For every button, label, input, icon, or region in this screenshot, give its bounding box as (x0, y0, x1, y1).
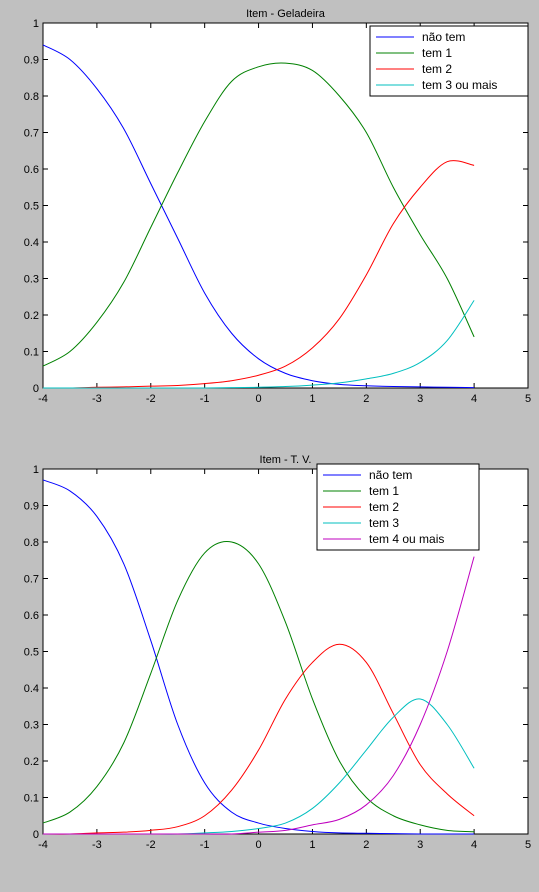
y-tick-label: 0.1 (24, 347, 39, 359)
series-line (42, 44, 475, 389)
x-tick-label: -1 (200, 393, 210, 405)
x-tick-label: 5 (525, 839, 531, 851)
series-line (42, 556, 475, 835)
x-tick-label: 2 (363, 839, 369, 851)
x-tick-label: 5 (525, 393, 531, 405)
legend-label: tem 2 (422, 62, 452, 76)
series-line (42, 62, 475, 367)
x-tick-label: 3 (417, 839, 423, 851)
chart-panel-geladeira: Item - Geladeira 0 0.1 0.2 0.3 0.4 0.5 0.6 0.7 0.… (0, 0, 539, 446)
x-tick-label: 1 (309, 393, 315, 405)
x-tick-label: 0 (255, 839, 261, 851)
y-tick-label: 0.5 (24, 201, 39, 213)
y-tick-label: 0.7 (24, 574, 39, 586)
x-tick-label: -3 (92, 393, 102, 405)
series-line (42, 160, 475, 389)
y-tick-label: 0 (33, 383, 39, 395)
legend-label: não tem (422, 30, 465, 44)
x-tick-label: -4 (38, 839, 48, 851)
legend-label: tem 2 (369, 500, 399, 514)
chart-panel-tv: Item - T. V. 0 0.1 0.2 0.3 0.4 0.5 0.6 0.7 0.8 0.9… (0, 446, 539, 892)
legend-label: tem 3 ou mais (422, 78, 497, 92)
legend-box (369, 25, 529, 97)
series-line (42, 541, 475, 833)
chart-tv: Item - T. V. 0 0.1 0.2 0.3 0.4 0.5 0.6 0.7 0.8 0.9… (24, 454, 531, 851)
y-tick-label: 0.8 (24, 537, 39, 549)
y-tick-label: 0.2 (24, 756, 39, 768)
legend-label: tem 3 (369, 516, 399, 530)
y-tick-label: 0.1 (24, 793, 39, 805)
x-tick-label: -1 (200, 839, 210, 851)
y-tick-label: 0.3 (24, 720, 39, 732)
y-tick-label: 0.9 (24, 501, 39, 513)
y-tick-label: 0.8 (24, 91, 39, 103)
y-tick-label: 0.2 (24, 310, 39, 322)
legend-label: tem 1 (422, 46, 452, 60)
x-tick-label: 4 (471, 839, 477, 851)
chart-title: Item - T. V. (260, 454, 312, 466)
y-tick-label: 1 (33, 18, 39, 30)
x-tick-label: 4 (471, 393, 477, 405)
legend-label: tem 4 ou mais (369, 532, 444, 546)
y-tick-label: 0.5 (24, 647, 39, 659)
series-line (42, 479, 475, 835)
y-tick-label: 0.4 (24, 237, 39, 249)
x-tick-label: -4 (38, 393, 48, 405)
x-tick-label: -2 (146, 839, 156, 851)
x-tick-label: -2 (146, 393, 156, 405)
x-tick-label: 3 (417, 393, 423, 405)
y-tick-label: 0.3 (24, 274, 39, 286)
legend-label: tem 1 (369, 484, 399, 498)
chart-geladeira: Item - Geladeira 0 0.1 0.2 0.3 0.4 0.5 0.6 0.7 0.… (24, 8, 531, 405)
x-tick-label: 1 (309, 839, 315, 851)
chart-title: Item - Geladeira (246, 8, 326, 20)
x-tick-label: 0 (255, 393, 261, 405)
x-tick-label: -3 (92, 839, 102, 851)
series-line (42, 643, 475, 835)
x-tick-label: 2 (363, 393, 369, 405)
y-tick-label: 0 (33, 829, 39, 841)
y-tick-label: 0.9 (24, 55, 39, 67)
y-tick-label: 0.6 (24, 610, 39, 622)
y-tick-label: 1 (33, 464, 39, 476)
legend-label: não tem (369, 468, 412, 482)
series-line (42, 300, 475, 389)
y-tick-label: 0.4 (24, 683, 39, 695)
y-tick-label: 0.6 (24, 164, 39, 176)
y-tick-label: 0.7 (24, 128, 39, 140)
